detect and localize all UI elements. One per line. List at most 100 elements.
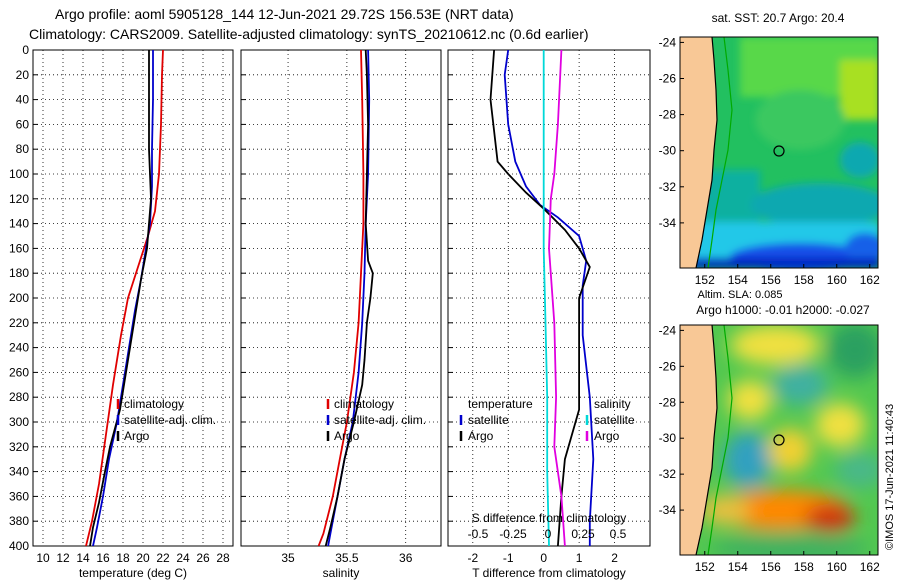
series-line-t-satellite <box>503 50 595 546</box>
sst-map-title: sat. SST: 20.7 Argo: 20.4 <box>712 11 845 25</box>
longitude-tick-label: 162 <box>860 560 880 574</box>
series-line-s-satellite <box>542 50 550 546</box>
x-tick-label: 18 <box>116 551 130 565</box>
depth-tick-label: 40 <box>16 93 30 107</box>
longitude-tick-label: 156 <box>761 273 781 287</box>
longitude-tick-label: 152 <box>695 273 715 287</box>
salinity-tick-labels: 35 35.5 36 <box>281 551 412 565</box>
legend-label: Argo <box>124 429 150 443</box>
depth-tick-label: 200 <box>9 291 29 305</box>
x-tick-label: -1 <box>503 551 514 565</box>
depth-tick-label: 280 <box>9 390 29 404</box>
temperature-panel: 0 20 40 60 80 100 120 140 160 180 200 220 240 260 280 3… <box>9 43 234 580</box>
depth-tick-label: 400 <box>9 539 29 553</box>
difference-tick-labels: -2 -1 0 1 2 <box>467 551 618 565</box>
x-tick-label: 1 <box>576 551 583 565</box>
latitude-tick-label: -30 <box>659 431 677 445</box>
s-difference-tick-labels: -0.5 -0.25 0 0.25 0.5 <box>468 527 627 541</box>
salinity-grid <box>241 49 441 547</box>
salinity-lines <box>317 50 374 546</box>
sst-map-frame <box>679 36 879 269</box>
x-tick-label: 10 <box>36 551 50 565</box>
legend-title-temperature: temperature <box>468 397 533 411</box>
temperature-grid <box>33 49 233 547</box>
salinity-panel: 35 35.5 36 salinity climatology satellite-a… <box>240 49 442 580</box>
difference-lines <box>489 50 595 546</box>
depth-tick-label: 340 <box>9 465 29 479</box>
legend-label: satellite-adj. clim. <box>334 413 426 427</box>
s-tick-label: 0.5 <box>610 527 627 541</box>
depth-tick-label: 160 <box>9 241 29 255</box>
temperature-lines <box>85 50 164 546</box>
x-tick-label: 2 <box>611 551 618 565</box>
longitude-tick-label: 154 <box>728 273 748 287</box>
depth-tick-labels: 0 20 40 60 80 100 120 140 160 180 200 220 240 260 280 3… <box>9 43 29 553</box>
figure-title-line2: Climatology: CARS2009. Satellite-adjuste… <box>29 26 589 42</box>
salinity-axis-label: salinity <box>323 566 360 580</box>
x-tick-label: 22 <box>156 551 170 565</box>
series-line-t-argo <box>489 50 591 546</box>
depth-tick-label: 80 <box>16 142 30 156</box>
depth-tick-label: 140 <box>9 217 29 231</box>
x-tick-label: -2 <box>467 551 478 565</box>
x-tick-label: 14 <box>76 551 90 565</box>
legend-label: Argo <box>334 429 360 443</box>
difference-legend: temperature salinity satellite Argo satellit… <box>459 397 635 443</box>
s-tick-label: -0.25 <box>499 527 527 541</box>
x-tick-label: 28 <box>216 551 230 565</box>
imos-credit: ©IMOS 17-Jun-2021 11:40:43 <box>884 404 896 550</box>
latitude-tick-label: -26 <box>659 359 677 373</box>
latitude-tick-label: -24 <box>659 35 677 49</box>
latitude-tick-label: -30 <box>659 144 677 158</box>
s-difference-axis-label: S difference from climatology <box>472 511 627 525</box>
x-tick-label: 35 <box>281 551 295 565</box>
x-tick-label: 24 <box>176 551 190 565</box>
legend-label: climatology <box>334 397 394 411</box>
sla-map-image <box>680 325 878 555</box>
salinity-legend: climatology satellite-adj. clim. Argo <box>326 397 426 443</box>
t-difference-axis-label: T difference from climatology <box>472 566 626 580</box>
x-tick-label: 16 <box>96 551 110 565</box>
x-tick-label: 26 <box>196 551 210 565</box>
longitude-tick-label: 158 <box>794 560 814 574</box>
longitude-tick-label: 158 <box>794 273 814 287</box>
depth-tick-label: 260 <box>9 365 29 379</box>
depth-tick-label: 120 <box>9 192 29 206</box>
s-tick-label: -0.5 <box>468 527 489 541</box>
series-line-climatology <box>85 50 164 546</box>
longitude-tick-label: 152 <box>695 560 715 574</box>
depth-tick-label: 20 <box>16 68 30 82</box>
s-tick-label: 0.25 <box>571 527 595 541</box>
series-line-s-argo <box>548 50 566 546</box>
sst-map-panel: sat. SST: 20.7 Argo: 20.4 152 154 156 158 16… <box>659 11 880 287</box>
longitude-tick-label: 160 <box>827 560 847 574</box>
legend-label: climatology <box>124 397 184 411</box>
series-line-argo <box>324 50 374 546</box>
depth-tick-label: 360 <box>9 489 29 503</box>
latitude-tick-label: -34 <box>659 503 677 517</box>
sla-map-title-line1: Altim. SLA: 0.085 <box>698 289 783 301</box>
latitude-tick-label: -32 <box>659 180 677 194</box>
latitude-tick-label: -24 <box>659 323 677 337</box>
legend-label: satellite <box>594 413 635 427</box>
legend-title-salinity: salinity <box>594 397 631 411</box>
latitude-tick-label: -32 <box>659 467 677 481</box>
x-tick-label: 12 <box>56 551 70 565</box>
depth-tick-label: 0 <box>22 43 29 57</box>
latitude-tick-label: -28 <box>659 395 677 409</box>
temperature-axis-label: temperature (deg C) <box>79 566 187 580</box>
x-tick-label: 35.5 <box>335 551 359 565</box>
series-line-satellite-adj-clim- <box>92 50 154 546</box>
sst-longitude-labels: 152 154 156 158 160 162 <box>695 264 880 287</box>
sla-map-title-line2: Argo h1000: -0.01 h2000: -0.027 <box>696 303 870 317</box>
depth-tick-label: 220 <box>9 316 29 330</box>
legend-label: satellite-adj. clim. <box>124 413 216 427</box>
depth-tick-label: 300 <box>9 415 29 429</box>
latitude-tick-label: -28 <box>659 108 677 122</box>
legend-label: satellite <box>468 413 509 427</box>
series-line-climatology <box>317 50 365 546</box>
legend-label: Argo <box>468 429 494 443</box>
temperature-legend: climatology satellite-adj. clim. Argo <box>116 397 216 443</box>
x-tick-label: 20 <box>136 551 150 565</box>
